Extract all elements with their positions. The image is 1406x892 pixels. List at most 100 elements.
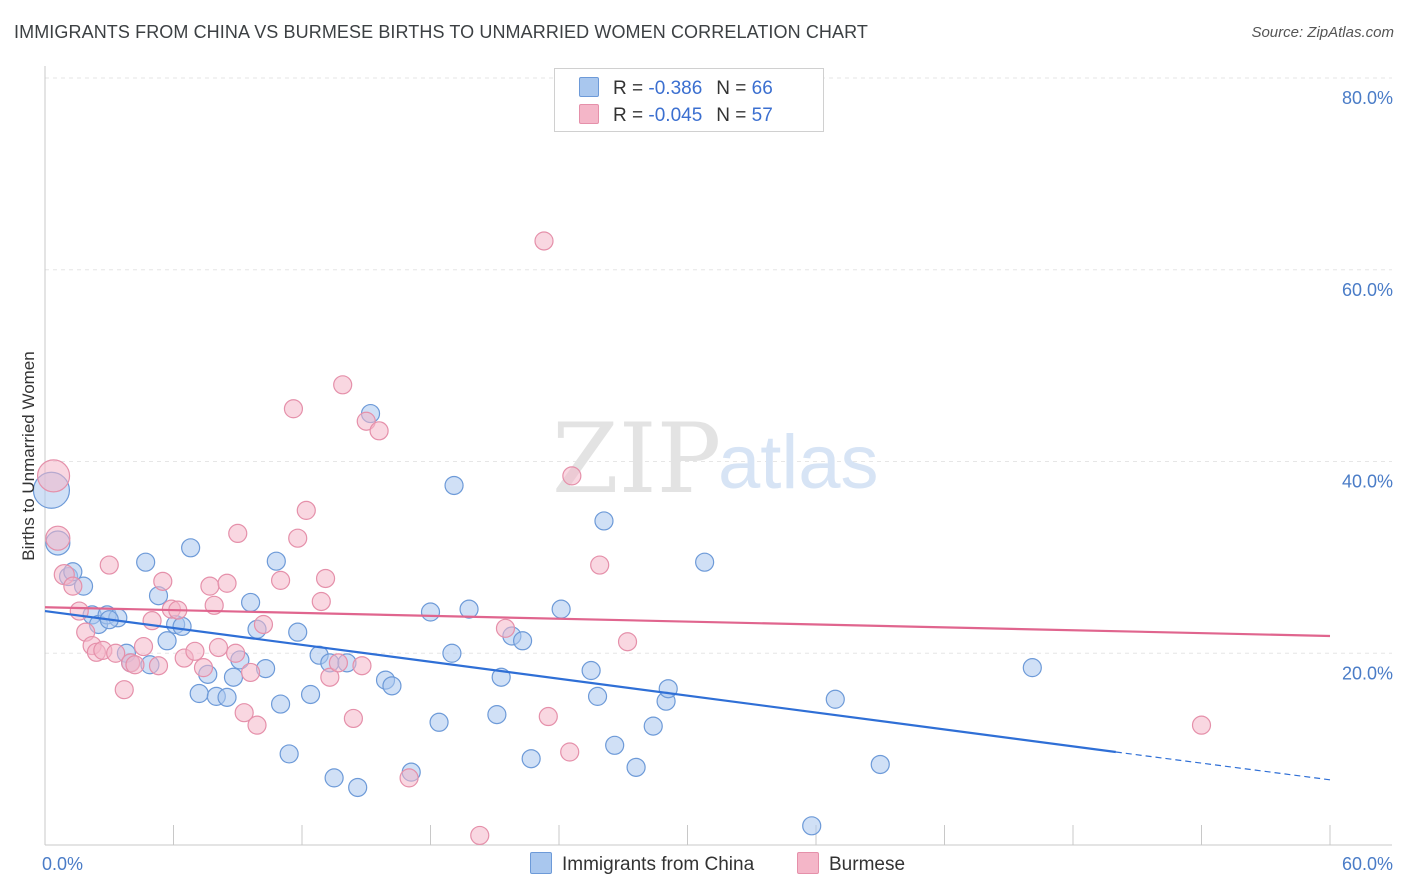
data-point-china <box>429 712 449 732</box>
data-point-burmese <box>106 643 126 663</box>
data-point-burmese <box>328 653 349 673</box>
data-point-burmese <box>228 523 248 544</box>
legend-n-value: 66 <box>751 78 773 99</box>
data-point-burmese <box>288 528 308 548</box>
data-point-burmese <box>270 570 291 590</box>
data-point-china <box>594 511 614 531</box>
data-point-burmese <box>333 375 353 395</box>
data-point-burmese <box>560 742 580 762</box>
data-point-burmese <box>320 667 340 687</box>
legend-r-value: -0.045 <box>648 105 703 126</box>
legend-swatch-china <box>530 852 552 874</box>
data-point-china <box>382 676 402 696</box>
legend-n-value: 57 <box>751 105 773 126</box>
legend-label-burmese: Burmese <box>829 854 906 875</box>
legend-row-burmese: R = -0.045 N = 57 <box>579 104 773 128</box>
data-point-burmese <box>311 591 331 612</box>
data-point-china <box>266 551 286 571</box>
data-point-burmese <box>208 637 229 658</box>
data-point-burmese <box>343 708 363 729</box>
chart-title: IMMIGRANTS FROM CHINA VS BURMESE BIRTHS … <box>14 22 869 42</box>
data-point-china <box>521 749 541 769</box>
trend-lines <box>44 606 1331 781</box>
watermark: ZIP atlas <box>552 403 879 515</box>
legend-r-label: R = <box>613 105 644 126</box>
bottom-legend-china[interactable]: Immigrants from China <box>530 852 754 876</box>
data-point-china <box>324 768 344 788</box>
y-axis-title: Births to Unmarried Women <box>19 351 38 560</box>
correlation-legend: R = -0.386 N = 66 R = -0.045 N = 57 <box>554 68 824 132</box>
data-point-china <box>512 631 533 651</box>
series-immigrants-from-china <box>32 403 1042 836</box>
legend-swatch-china <box>579 77 599 97</box>
data-point-burmese <box>36 459 71 493</box>
data-point-china <box>825 689 845 709</box>
data-point-china <box>270 694 291 714</box>
data-point-china <box>459 599 479 619</box>
data-point-china <box>223 667 244 687</box>
data-point-china <box>217 687 237 707</box>
data-point-china <box>181 538 201 558</box>
data-point-burmese <box>590 555 610 575</box>
data-point-burmese <box>226 643 246 663</box>
x-tick-label: 60.0% <box>1342 854 1393 874</box>
data-point-burmese <box>296 500 316 520</box>
y-tick-label: 60.0% <box>1342 280 1393 300</box>
data-point-burmese <box>99 555 119 575</box>
series-burmese <box>36 231 1212 846</box>
data-point-burmese <box>241 662 261 683</box>
trend-line-china-extension <box>1115 751 1331 781</box>
data-point-burmese <box>200 576 220 596</box>
data-point-burmese <box>114 680 134 700</box>
data-point-china <box>136 552 156 572</box>
data-point-burmese <box>63 576 83 596</box>
data-point-china <box>605 735 625 755</box>
data-point-china <box>288 622 308 642</box>
legend-n-label: N = <box>716 105 747 126</box>
data-point-china <box>870 754 890 775</box>
trend-line-china <box>44 609 1116 754</box>
data-point-burmese <box>399 768 419 788</box>
bottom-legend-burmese[interactable]: Burmese <box>797 852 905 876</box>
data-point-burmese <box>534 231 554 251</box>
data-point-china <box>157 631 177 651</box>
legend-swatch-burmese <box>579 104 599 124</box>
data-point-china <box>487 705 507 725</box>
data-point-burmese <box>148 656 169 676</box>
data-point-burmese <box>253 614 274 635</box>
data-point-burmese <box>247 715 267 735</box>
axes <box>44 66 1392 846</box>
y-tick-label: 20.0% <box>1342 663 1393 683</box>
data-point-burmese <box>153 571 173 591</box>
data-point-china <box>442 643 462 663</box>
data-point-burmese <box>315 568 336 589</box>
data-point-burmese <box>562 466 582 486</box>
data-point-burmese <box>1191 715 1212 735</box>
data-point-china <box>241 592 261 613</box>
data-point-burmese <box>193 658 214 678</box>
data-point-china <box>626 757 646 777</box>
data-point-burmese <box>234 703 254 723</box>
source-label: Source: ZipAtlas.com <box>1251 24 1394 41</box>
trend-line-burmese <box>44 606 1331 638</box>
data-point-china <box>444 475 464 496</box>
x-tick-label: 0.0% <box>42 854 83 874</box>
data-point-china <box>172 616 192 637</box>
legend-row-china: R = -0.386 N = 66 <box>579 77 773 101</box>
data-point-burmese <box>352 656 372 676</box>
y-tick-label: 80.0% <box>1342 88 1393 108</box>
data-point-china <box>695 552 715 572</box>
y-tick-label: 40.0% <box>1342 472 1393 492</box>
data-point-china <box>581 660 601 681</box>
legend-r-value: -0.386 <box>648 78 703 99</box>
watermark-zip: ZIP <box>552 403 721 515</box>
data-point-burmese <box>217 573 237 593</box>
data-point-china <box>300 684 321 705</box>
data-point-burmese <box>356 411 376 431</box>
data-point-china <box>802 816 822 836</box>
data-point-china <box>643 716 663 736</box>
data-point-burmese <box>617 632 638 652</box>
data-point-burmese <box>185 641 205 661</box>
data-point-burmese <box>125 655 145 675</box>
